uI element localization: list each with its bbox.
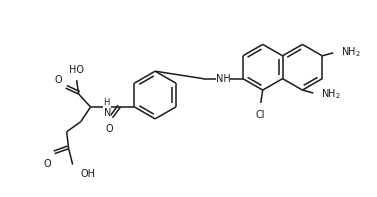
Text: O: O [43,159,51,169]
Text: H: H [103,98,110,107]
Text: NH$_2$: NH$_2$ [341,45,361,59]
Text: OH: OH [81,169,96,179]
Text: N: N [104,108,111,118]
Text: NH: NH [216,74,230,84]
Text: Cl: Cl [256,110,265,120]
Text: O: O [54,75,62,85]
Text: HO: HO [69,65,84,75]
Text: O: O [106,124,113,134]
Text: NH$_2$: NH$_2$ [321,87,341,101]
